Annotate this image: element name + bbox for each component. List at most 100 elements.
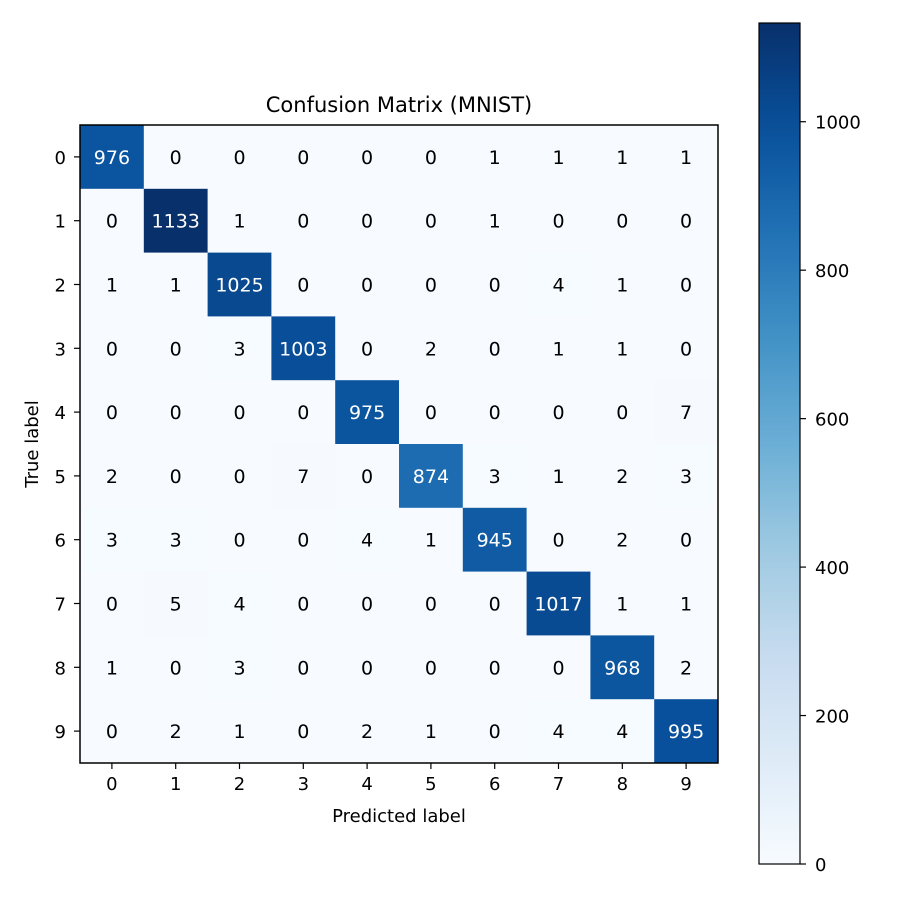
cell-value-label: 0 — [170, 338, 182, 360]
heatmap-cell — [526, 444, 591, 509]
cell-value-label: 0 — [170, 466, 182, 488]
heatmap-cell — [335, 125, 400, 190]
heatmap-cell — [143, 316, 209, 381]
heatmap-cell — [335, 507, 400, 573]
cell-value-label: 0 — [425, 211, 437, 233]
y-tick-label: 7 — [55, 595, 66, 616]
heatmap-cell — [399, 699, 464, 764]
cell-value-label: 0 — [425, 402, 437, 424]
cell-value-label: 1 — [680, 147, 692, 169]
heatmap-cell — [526, 507, 591, 573]
cell-value-label: 0 — [489, 402, 501, 424]
cell-value-label: 975 — [349, 402, 385, 424]
cell-value-label: 0 — [552, 530, 564, 552]
heatmap-cell — [590, 188, 655, 254]
cell-value-label: 0 — [680, 211, 692, 233]
heatmap-cell — [462, 252, 528, 317]
heatmap-cell — [590, 380, 655, 445]
heatmap-cell — [207, 699, 272, 764]
heatmap-cell — [654, 252, 719, 317]
cell-value-label: 0 — [106, 594, 118, 616]
cell-value-label: 5 — [170, 594, 182, 616]
chart-title: Confusion Matrix (MNIST) — [266, 93, 533, 117]
heatmap-cell — [526, 635, 591, 700]
x-tick-label: 2 — [234, 774, 245, 795]
cell-value-label: 0 — [233, 530, 245, 552]
cell-value-label: 1 — [616, 147, 628, 169]
cell-value-label: 1 — [489, 147, 501, 169]
cell-value-label: 2 — [680, 657, 692, 679]
cell-value-label: 3 — [170, 530, 182, 552]
y-axis-label: True label — [22, 400, 43, 489]
cell-value-label: 968 — [604, 657, 640, 679]
cell-value-label: 0 — [425, 275, 437, 297]
y-axis-ticks: 0 1 2 3 4 5 6 7 8 9 — [55, 148, 80, 743]
cell-value-label: 2 — [170, 721, 182, 743]
heatmap-cell — [654, 699, 719, 764]
heatmap-cell — [80, 699, 145, 764]
cell-value-label: 1 — [233, 721, 245, 743]
cell-value-label: 1003 — [279, 338, 327, 360]
cell-value-label: 7 — [297, 466, 309, 488]
cell-value-label: 874 — [413, 466, 449, 488]
cell-value-label: 0 — [106, 402, 118, 424]
heatmap-cell — [143, 125, 209, 190]
y-tick-label: 9 — [55, 722, 66, 743]
heatmap-cell — [526, 316, 591, 381]
cell-value-label: 0 — [106, 721, 118, 743]
heatmap-cell — [462, 125, 528, 190]
cell-value-label: 0 — [170, 657, 182, 679]
cell-value-label: 0 — [552, 211, 564, 233]
heatmap-cell — [462, 699, 528, 764]
heatmap-cell — [80, 125, 145, 190]
heatmap-cell — [654, 380, 719, 445]
y-tick-label: 4 — [55, 403, 66, 424]
heatmap-cell — [80, 507, 145, 573]
heatmap-cell — [335, 316, 400, 381]
heatmap-cell — [143, 507, 209, 573]
cell-value-label: 0 — [361, 275, 373, 297]
cell-value-label: 4 — [552, 275, 564, 297]
cell-value-label: 0 — [233, 466, 245, 488]
heatmap-cell — [590, 699, 655, 764]
heatmap-cell — [462, 316, 528, 381]
heatmap-cell — [590, 125, 655, 190]
cell-value-label: 1 — [552, 466, 564, 488]
cell-value-label: 1 — [106, 657, 118, 679]
cell-value-label: 0 — [233, 147, 245, 169]
cell-value-label: 0 — [489, 338, 501, 360]
heatmap-cell — [207, 571, 272, 636]
cell-value-label: 0 — [361, 147, 373, 169]
heatmap-cell — [462, 571, 528, 636]
cell-value-label: 0 — [297, 721, 309, 743]
heatmap-cell — [526, 699, 591, 764]
cell-value-label: 4 — [361, 530, 373, 552]
heatmap-cell — [207, 380, 272, 445]
heatmap-cell — [271, 507, 336, 573]
heatmap-cell — [80, 188, 145, 254]
cell-value-label: 2 — [425, 338, 437, 360]
heatmap-cell — [143, 571, 209, 636]
cell-value-label: 1 — [106, 275, 118, 297]
cell-value-label: 0 — [297, 147, 309, 169]
heatmap-cell — [590, 316, 655, 381]
cell-value-label: 0 — [616, 211, 628, 233]
cell-value-label: 1133 — [152, 211, 200, 233]
colorbar-tick-label: 0 — [815, 855, 826, 876]
y-tick-label: 6 — [55, 531, 66, 552]
heatmap-cell — [335, 444, 400, 509]
heatmap-cell — [80, 635, 145, 700]
heatmap-cell — [590, 635, 655, 700]
cell-value-label: 1 — [425, 530, 437, 552]
cell-value-label: 0 — [361, 466, 373, 488]
cell-value-label: 1017 — [534, 594, 582, 616]
heatmap-cell — [207, 252, 272, 317]
heatmap-cell — [143, 188, 209, 254]
x-tick-label: 1 — [170, 774, 181, 795]
heatmap-cell — [207, 635, 272, 700]
heatmap-cell — [271, 635, 336, 700]
plot-frame — [79, 124, 719, 764]
cell-value-label: 0 — [616, 402, 628, 424]
cell-value-label: 976 — [94, 147, 130, 169]
cell-value-label: 0 — [170, 147, 182, 169]
